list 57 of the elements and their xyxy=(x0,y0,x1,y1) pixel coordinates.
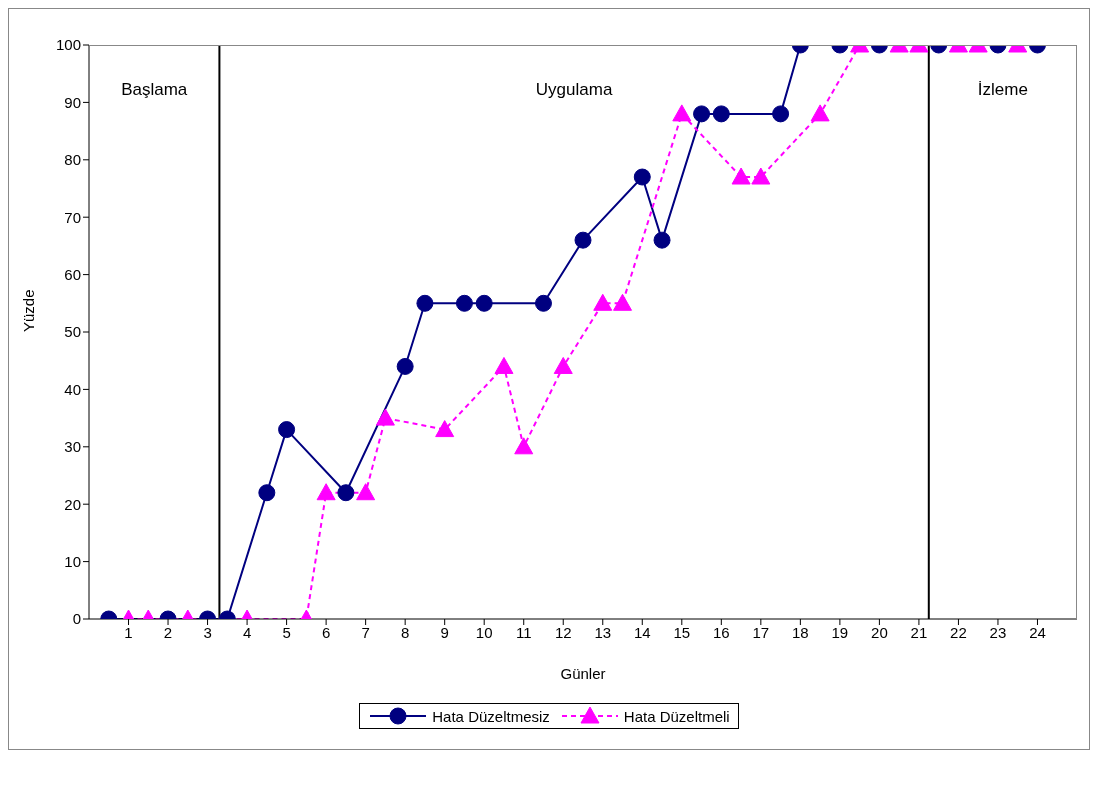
y-tick-label: 20 xyxy=(64,495,81,513)
point xyxy=(416,294,434,312)
point xyxy=(653,231,671,249)
point xyxy=(553,356,573,374)
point xyxy=(593,293,613,311)
x-tick-label: 21 xyxy=(910,623,928,641)
x-tick-label: 18 xyxy=(792,623,809,641)
legend-label: Hata Düzeltmesiz xyxy=(432,707,550,725)
y-tick-label: 40 xyxy=(64,380,81,398)
x-tick-label: 11 xyxy=(515,623,532,641)
x-tick-label: 9 xyxy=(440,623,449,641)
y-tick-label: 70 xyxy=(64,208,81,226)
x-tick-label: 17 xyxy=(752,623,770,641)
x-tick-label: 4 xyxy=(242,623,252,641)
legend-label: Hata Düzeltmeli xyxy=(623,707,730,725)
x-tick-label: 22 xyxy=(950,623,967,641)
x-tick-label: 19 xyxy=(831,623,849,641)
point xyxy=(534,294,552,312)
y-tick-label: 90 xyxy=(64,93,81,111)
y-tick-label: 30 xyxy=(64,438,81,456)
point xyxy=(633,168,651,186)
annotation: Uygulama xyxy=(535,80,613,100)
x-tick-label: 23 xyxy=(989,623,1007,641)
x-tick-label: 2 xyxy=(163,623,173,641)
annotation: İzleme xyxy=(977,80,1028,100)
point xyxy=(435,420,455,438)
annotation: Başlama xyxy=(121,80,188,100)
point xyxy=(574,231,592,249)
y-tick-label: 100 xyxy=(55,36,81,54)
x-axis-title: Günler xyxy=(560,665,606,682)
x-tick-label: 3 xyxy=(203,623,212,641)
y-axis-title: Yüzde xyxy=(20,289,38,332)
point xyxy=(494,356,514,374)
x-tick-label: 5 xyxy=(282,623,291,641)
point xyxy=(613,293,633,311)
y-tick-label: 10 xyxy=(64,552,81,570)
x-tick-label: 1 xyxy=(124,623,133,641)
x-tick-label: 10 xyxy=(475,623,493,641)
y-tick-label: 50 xyxy=(64,323,81,341)
x-tick-label: 16 xyxy=(712,623,730,641)
x-tick-label: 6 xyxy=(321,623,331,641)
x-tick-label: 24 xyxy=(1029,623,1046,641)
point xyxy=(375,408,395,426)
point xyxy=(396,357,414,375)
x-tick-label: 13 xyxy=(594,623,612,641)
x-tick-label: 15 xyxy=(673,623,691,641)
y-tick-label: 60 xyxy=(64,265,81,283)
point xyxy=(455,294,473,312)
x-tick-label: 7 xyxy=(361,623,370,641)
x-tick-label: 20 xyxy=(871,623,888,641)
point xyxy=(475,294,493,312)
point xyxy=(514,437,534,455)
y-tick-label: 0 xyxy=(72,610,81,628)
x-tick-label: 8 xyxy=(400,623,410,641)
x-tick-label: 14 xyxy=(633,623,651,641)
y-tick-label: 80 xyxy=(64,151,81,169)
x-tick-label: 12 xyxy=(554,623,572,641)
